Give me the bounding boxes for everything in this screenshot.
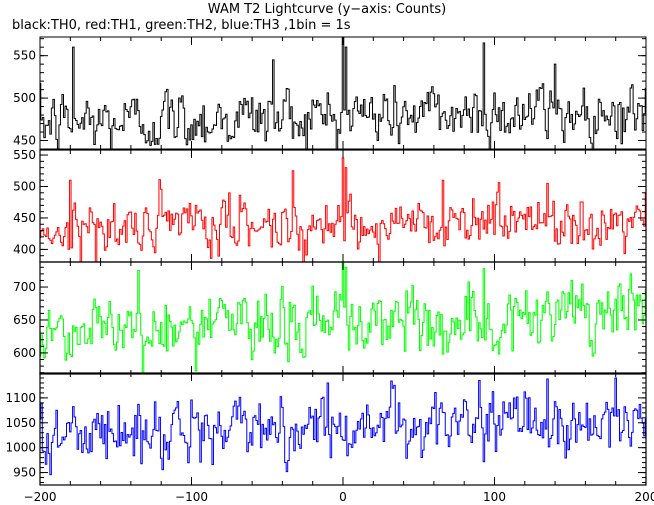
x-tick-label: 100 xyxy=(483,490,506,504)
panel-frame-2 xyxy=(39,261,647,375)
y-tick-label: 550 xyxy=(13,148,36,162)
y-tick-label: 600 xyxy=(13,346,36,360)
y-tick-label: 450 xyxy=(13,134,36,148)
chart-title: WAM T2 Lightcurve (y−axis: Counts) xyxy=(207,2,447,17)
y-tick-label: 500 xyxy=(13,91,36,105)
series-line-th1 xyxy=(40,157,646,262)
x-tick-label: 200 xyxy=(635,490,654,504)
y-tick-label: 1000 xyxy=(5,441,36,455)
y-tick-label: 1100 xyxy=(5,391,36,405)
y-tick-label: 650 xyxy=(13,313,36,327)
series-line-th3 xyxy=(40,377,646,476)
y-tick-label: 950 xyxy=(13,466,36,480)
y-tick-label: 450 xyxy=(13,211,36,225)
x-tick-label: −100 xyxy=(175,490,208,504)
panel-frame-3 xyxy=(39,372,647,486)
chart-subtitle: black:TH0, red:TH1, green:TH2, blue:TH3 … xyxy=(12,18,351,33)
panel-frame-0 xyxy=(39,36,647,150)
y-tick-label: 400 xyxy=(13,242,36,256)
x-tick-label: −200 xyxy=(24,490,57,504)
series-line-th0 xyxy=(40,37,646,149)
x-tick-label: 0 xyxy=(339,490,347,504)
y-tick-label: 550 xyxy=(13,49,36,63)
series-line-th2 xyxy=(40,262,646,374)
panel-frame-1 xyxy=(39,149,647,263)
y-tick-label: 1050 xyxy=(5,416,36,430)
y-tick-label: 700 xyxy=(13,280,36,294)
y-tick-label: 500 xyxy=(13,179,36,193)
